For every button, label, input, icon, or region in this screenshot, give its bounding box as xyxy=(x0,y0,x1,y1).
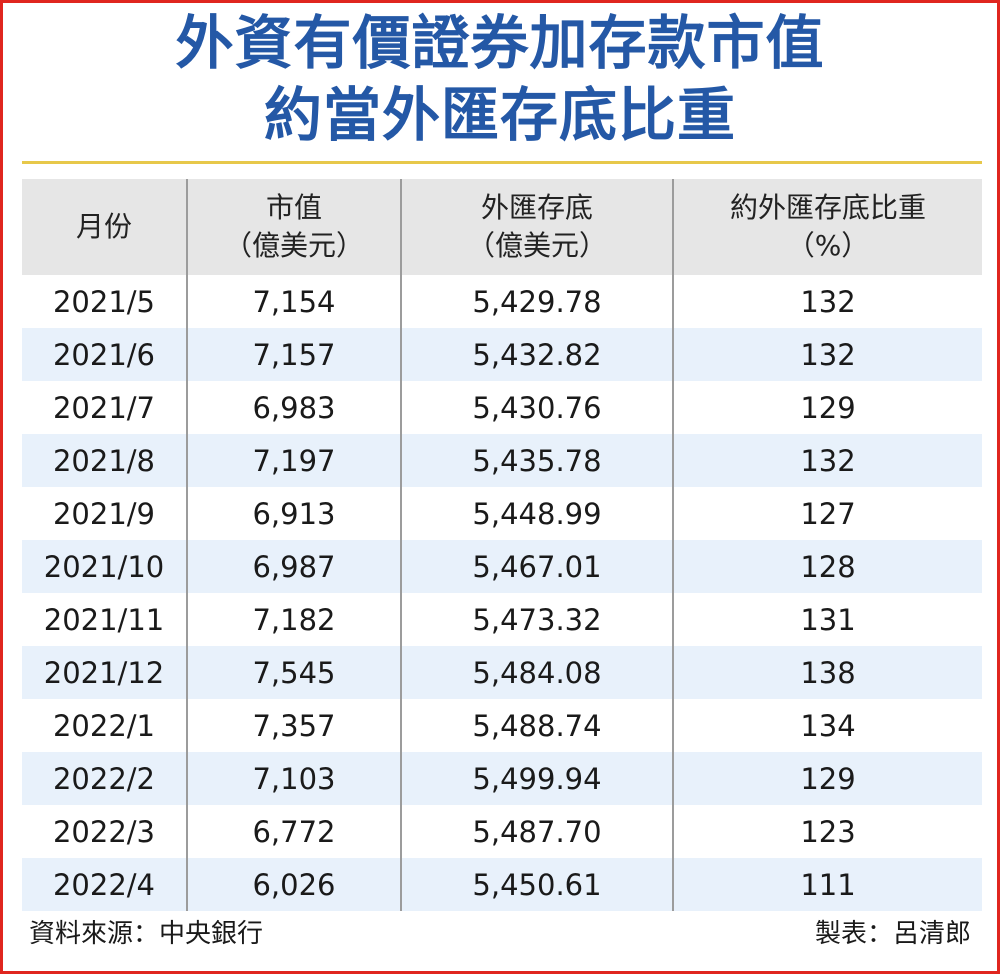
table-row: 2022/4 6,026 5,450.61 111 xyxy=(22,858,982,911)
table-cell-market-value: 6,772 xyxy=(186,805,401,858)
table-row: 2022/2 7,103 5,499.94 129 xyxy=(22,752,982,805)
column-header-fx-reserves: 外匯存底 （億美元） xyxy=(400,179,673,275)
table-cell-market-value: 7,357 xyxy=(186,699,401,752)
table-cell-market-value: 7,157 xyxy=(186,328,401,381)
table-row: 2021/9 6,913 5,448.99 127 xyxy=(22,487,982,540)
table-cell-ratio: 111 xyxy=(672,858,982,911)
chart-title: 外資有價證券加存款市值 約當外匯存底比重 xyxy=(3,7,997,151)
table-cell-month: 2021/5 xyxy=(22,275,187,328)
column-header-label: 外匯存底 xyxy=(480,191,593,224)
title-divider xyxy=(22,161,982,164)
table-row: 2021/5 7,154 5,429.78 132 xyxy=(22,275,982,328)
column-header-unit: （億美元） xyxy=(223,229,364,262)
column-header-unit: （億美元） xyxy=(466,229,607,262)
table-cell-month: 2021/11 xyxy=(22,593,187,646)
table-row: 2021/8 7,197 5,435.78 132 xyxy=(22,434,982,487)
table-cell-fx-reserves: 5,448.99 xyxy=(400,487,673,540)
table-cell-ratio: 123 xyxy=(672,805,982,858)
table-row: 2021/12 7,545 5,484.08 138 xyxy=(22,646,982,699)
table-cell-fx-reserves: 5,467.01 xyxy=(400,540,673,593)
column-header-ratio: 約外匯存底比重 （%） xyxy=(672,179,982,275)
table-row: 2022/1 7,357 5,488.74 134 xyxy=(22,699,982,752)
title-line-1: 外資有價證券加存款市值 xyxy=(175,9,825,77)
table-cell-ratio: 138 xyxy=(672,646,982,699)
table-cell-ratio: 132 xyxy=(672,328,982,381)
table-cell-month: 2021/10 xyxy=(22,540,187,593)
table-cell-month: 2021/9 xyxy=(22,487,187,540)
table-cell-ratio: 127 xyxy=(672,487,982,540)
column-header-unit: （%） xyxy=(786,229,870,262)
table-cell-market-value: 7,545 xyxy=(186,646,401,699)
source-note: 資料來源：中央銀行 xyxy=(29,919,264,949)
table-cell-market-value: 6,987 xyxy=(186,540,401,593)
table-cell-market-value: 7,182 xyxy=(186,593,401,646)
table-cell-fx-reserves: 5,435.78 xyxy=(400,434,673,487)
column-header-market-value: 市值 （億美元） xyxy=(186,179,401,275)
table-cell-month: 2022/2 xyxy=(22,752,187,805)
table-cell-ratio: 134 xyxy=(672,699,982,752)
table-cell-ratio: 129 xyxy=(672,752,982,805)
column-header-label: 月份 xyxy=(75,210,132,243)
table-cell-market-value: 7,154 xyxy=(186,275,401,328)
table-row: 2022/3 6,772 5,487.70 123 xyxy=(22,805,982,858)
table-cell-fx-reserves: 5,429.78 xyxy=(400,275,673,328)
table-cell-ratio: 131 xyxy=(672,593,982,646)
table-cell-fx-reserves: 5,484.08 xyxy=(400,646,673,699)
table-cell-month: 2021/6 xyxy=(22,328,187,381)
table-cell-market-value: 6,026 xyxy=(186,858,401,911)
table-cell-month: 2021/7 xyxy=(22,381,187,434)
table-cell-month: 2021/12 xyxy=(22,646,187,699)
table-cell-fx-reserves: 5,430.76 xyxy=(400,381,673,434)
table-row: 2021/10 6,987 5,467.01 128 xyxy=(22,540,982,593)
table-row: 2021/7 6,983 5,430.76 129 xyxy=(22,381,982,434)
table-cell-fx-reserves: 5,499.94 xyxy=(400,752,673,805)
table-cell-fx-reserves: 5,487.70 xyxy=(400,805,673,858)
table-cell-month: 2022/3 xyxy=(22,805,187,858)
column-header-label: 約外匯存底比重 xyxy=(729,191,926,224)
table-cell-ratio: 132 xyxy=(672,434,982,487)
table-cell-fx-reserves: 5,488.74 xyxy=(400,699,673,752)
table-cell-ratio: 129 xyxy=(672,381,982,434)
table-cell-ratio: 132 xyxy=(672,275,982,328)
table-cell-month: 2022/4 xyxy=(22,858,187,911)
table-cell-market-value: 7,103 xyxy=(186,752,401,805)
table-cell-fx-reserves: 5,473.32 xyxy=(400,593,673,646)
table-body: 2021/5 7,154 5,429.78 132 2021/6 7,157 5,432.8… xyxy=(22,275,982,911)
table-cell-market-value: 6,983 xyxy=(186,381,401,434)
author-note: 製表：呂清郎 xyxy=(814,919,971,949)
table-cell-month: 2022/1 xyxy=(22,699,187,752)
table-header-row: 月份 市值 （億美元） 外匯存底 （億美元） 約外匯存底比重 （%） xyxy=(22,179,982,275)
column-header-label: 市值 xyxy=(265,191,322,224)
table-cell-market-value: 7,197 xyxy=(186,434,401,487)
table-cell-fx-reserves: 5,450.61 xyxy=(400,858,673,911)
column-header-month: 月份 xyxy=(22,179,187,275)
table-cell-fx-reserves: 5,432.82 xyxy=(400,328,673,381)
table-row: 2021/11 7,182 5,473.32 131 xyxy=(22,593,982,646)
table-cell-ratio: 128 xyxy=(672,540,982,593)
title-line-2: 約當外匯存底比重 xyxy=(263,81,736,149)
table-row: 2021/6 7,157 5,432.82 132 xyxy=(22,328,982,381)
data-table: 月份 市值 （億美元） 外匯存底 （億美元） 約外匯存底比重 （%） 2021/5 7,154… xyxy=(22,179,982,911)
table-cell-market-value: 6,913 xyxy=(186,487,401,540)
table-cell-month: 2021/8 xyxy=(22,434,187,487)
